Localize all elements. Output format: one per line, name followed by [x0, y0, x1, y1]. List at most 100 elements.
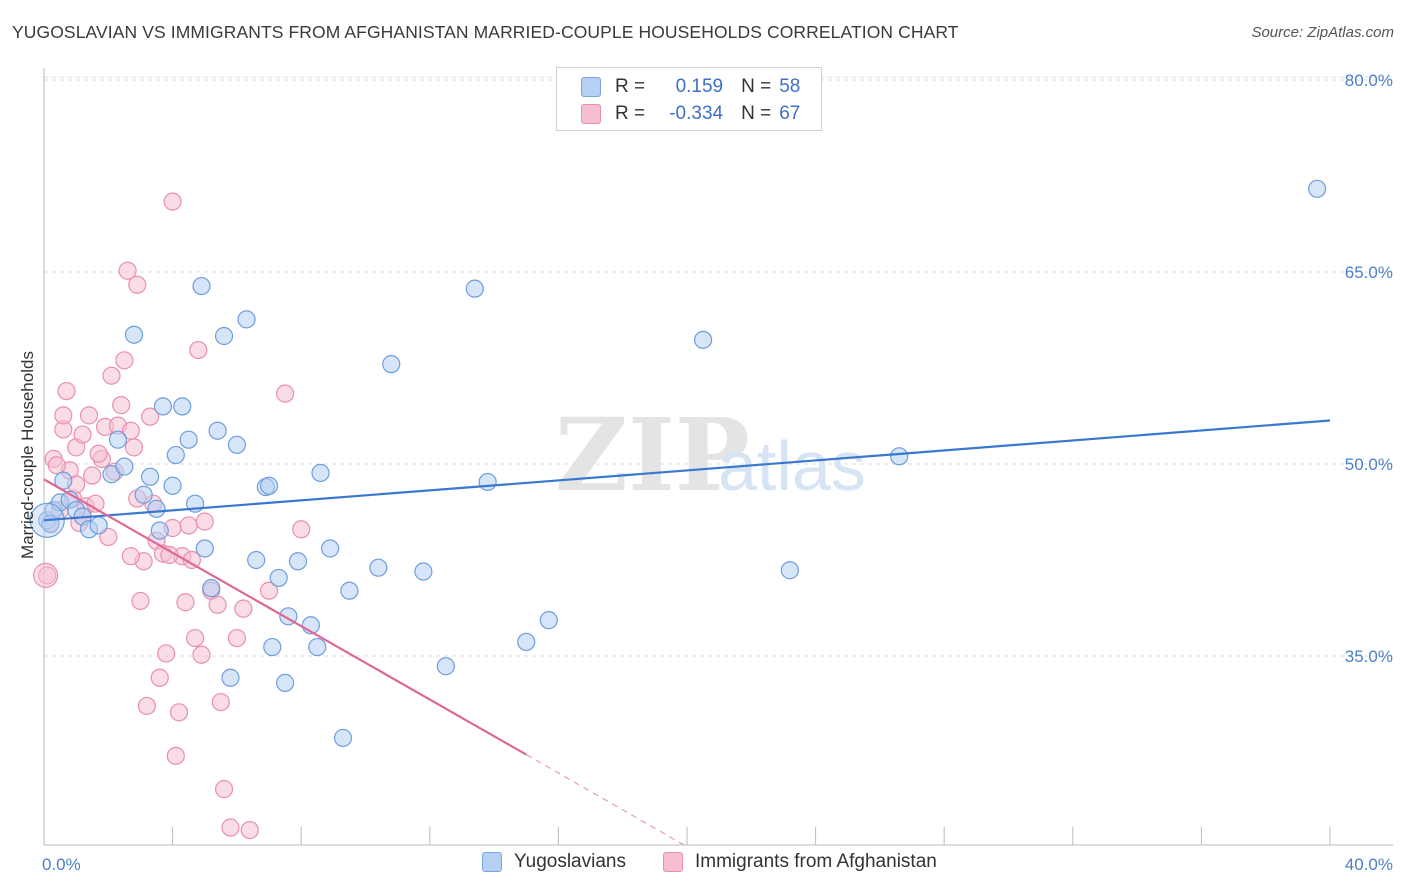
legend-row-yugoslavians: R = 0.159 N = 58: [581, 75, 800, 99]
y-tick-label: 65.0%: [1345, 263, 1393, 282]
afghanistan-point: [118, 261, 137, 280]
series-legend-label: Immigrants from Afghanistan: [695, 851, 937, 872]
yugoslavian-point: [147, 499, 166, 518]
yugoslavian-point: [308, 637, 327, 657]
afghanistan-point: [227, 628, 246, 648]
yugoslavian-point: [263, 637, 282, 657]
afghanistan-point: [240, 820, 259, 840]
yugoslavian-point: [150, 521, 169, 540]
afghanistan-point: [121, 547, 140, 566]
yugoslavian-point: [124, 325, 144, 344]
afghanistan-point: [47, 456, 66, 475]
axes: [43, 68, 1393, 846]
legend-n-value: 58: [779, 76, 801, 97]
yugoslavian-point: [333, 728, 353, 748]
legend-row-afghanistan: R = -0.334 N = 67: [581, 102, 800, 126]
afghanistan-point: [163, 192, 182, 211]
yugoslavian-point: [436, 657, 455, 676]
afghanistan-point: [54, 406, 73, 425]
afghanistan-point: [112, 396, 131, 415]
yugoslavian-point: [195, 539, 214, 558]
correlation-legend: R = 0.159 N = 58 R = -0.334 N = 67: [556, 67, 822, 131]
afghanistan-trend-extension: [525, 754, 688, 848]
series-legend-yugoslavians: Yugoslavians: [482, 851, 626, 873]
legend-n-label: N =: [741, 76, 772, 97]
watermark: ZIP atlas: [555, 396, 866, 514]
y-tick-labels: 35.0% 50.0% 65.0% 80.0%: [1345, 71, 1393, 666]
yugoslavian-point: [166, 445, 185, 465]
yugoslavian-point: [340, 581, 359, 600]
yugoslavian-point: [202, 579, 221, 598]
legend-swatch-pink: [581, 104, 601, 124]
afghanistan-point: [169, 703, 189, 722]
gridlines: [44, 76, 1393, 657]
yugoslavian-point: [465, 279, 484, 298]
afghanistan-point: [166, 746, 185, 765]
afghanistan-point: [128, 275, 147, 294]
afghanistan-point: [276, 384, 295, 403]
legend-r-value: 0.159: [675, 76, 724, 97]
yugoslavian-point: [134, 485, 153, 504]
source-label: Source: ZipAtlas.com: [1251, 24, 1394, 41]
afghanistan-point: [192, 645, 211, 664]
afghanistan-point: [131, 591, 150, 611]
yugoslavian-point: [369, 558, 388, 577]
yugoslavian-point: [259, 476, 279, 495]
yugoslavian-point: [321, 539, 340, 558]
yugoslavian-point: [108, 430, 128, 449]
yugoslavian-point: [780, 561, 799, 580]
x-tick-label-max: 40.0%: [1345, 855, 1393, 874]
afghanistan-point: [79, 406, 99, 425]
yugoslavian-point: [140, 467, 160, 486]
watermark-zip: ZIP: [555, 396, 750, 514]
yugoslavian-point: [208, 421, 227, 440]
legend-swatch-blue: [581, 77, 601, 97]
yugoslavian-trend-line: [43, 419, 1331, 522]
x-tick-label-min: 0.0%: [42, 855, 81, 874]
afghanistan-point: [211, 692, 230, 712]
trend-lines: [43, 419, 1331, 848]
yugoslavian-point: [276, 673, 295, 692]
chart-title: YUGOSLAVIAN VS IMMIGRANTS FROM AFGHANIST…: [12, 22, 959, 42]
afghanistan-point: [292, 520, 311, 539]
yugoslavian-point: [247, 550, 266, 570]
y-tick-label: 80.0%: [1345, 71, 1393, 90]
yugoslavian-point: [173, 397, 192, 416]
yugoslavian-point: [288, 552, 308, 571]
afghanistan-point: [89, 444, 108, 463]
legend-r-label: R =: [615, 103, 646, 124]
yugoslavian-point: [237, 310, 256, 329]
yugoslavian-point: [227, 435, 246, 454]
afghanistan-point: [150, 668, 169, 687]
y-tick-label: 35.0%: [1345, 647, 1393, 666]
afghanistan-point: [137, 696, 156, 716]
afghanistan-point: [124, 438, 144, 457]
yugoslavian-point: [89, 516, 108, 535]
yugoslavian-point: [890, 447, 909, 466]
afghanistan-point: [214, 780, 234, 799]
series-legend: Yugoslavians Immigrants from Afghanistan: [0, 851, 1406, 877]
yugoslavian-point: [478, 472, 497, 492]
afghanistan-point: [115, 351, 134, 370]
legend-n-value: 67: [779, 103, 801, 124]
y-axis-label: Married-couple Households: [18, 351, 37, 559]
afghanistan-point: [179, 516, 198, 535]
afghanistan-point: [140, 407, 160, 426]
afghanistan-point: [208, 595, 227, 614]
afghanistan-point: [195, 512, 214, 531]
afghanistan-point: [259, 581, 279, 600]
yugoslavian-point: [153, 397, 173, 416]
series-legend-label: Yugoslavians: [514, 851, 626, 872]
legend-n-label: N =: [741, 103, 772, 124]
afghanistan-point: [33, 562, 59, 588]
series-swatch-blue: [482, 852, 502, 872]
yugoslavian-point: [693, 330, 713, 349]
legend-r-value: -0.334: [669, 103, 724, 124]
yugoslavian-point: [269, 568, 288, 588]
afghanistan-point: [176, 593, 195, 612]
afghanistan-point: [221, 818, 240, 837]
yugoslavian-point: [539, 611, 558, 630]
afghanistan-point: [157, 644, 176, 663]
yugoslavian-point: [517, 632, 536, 652]
